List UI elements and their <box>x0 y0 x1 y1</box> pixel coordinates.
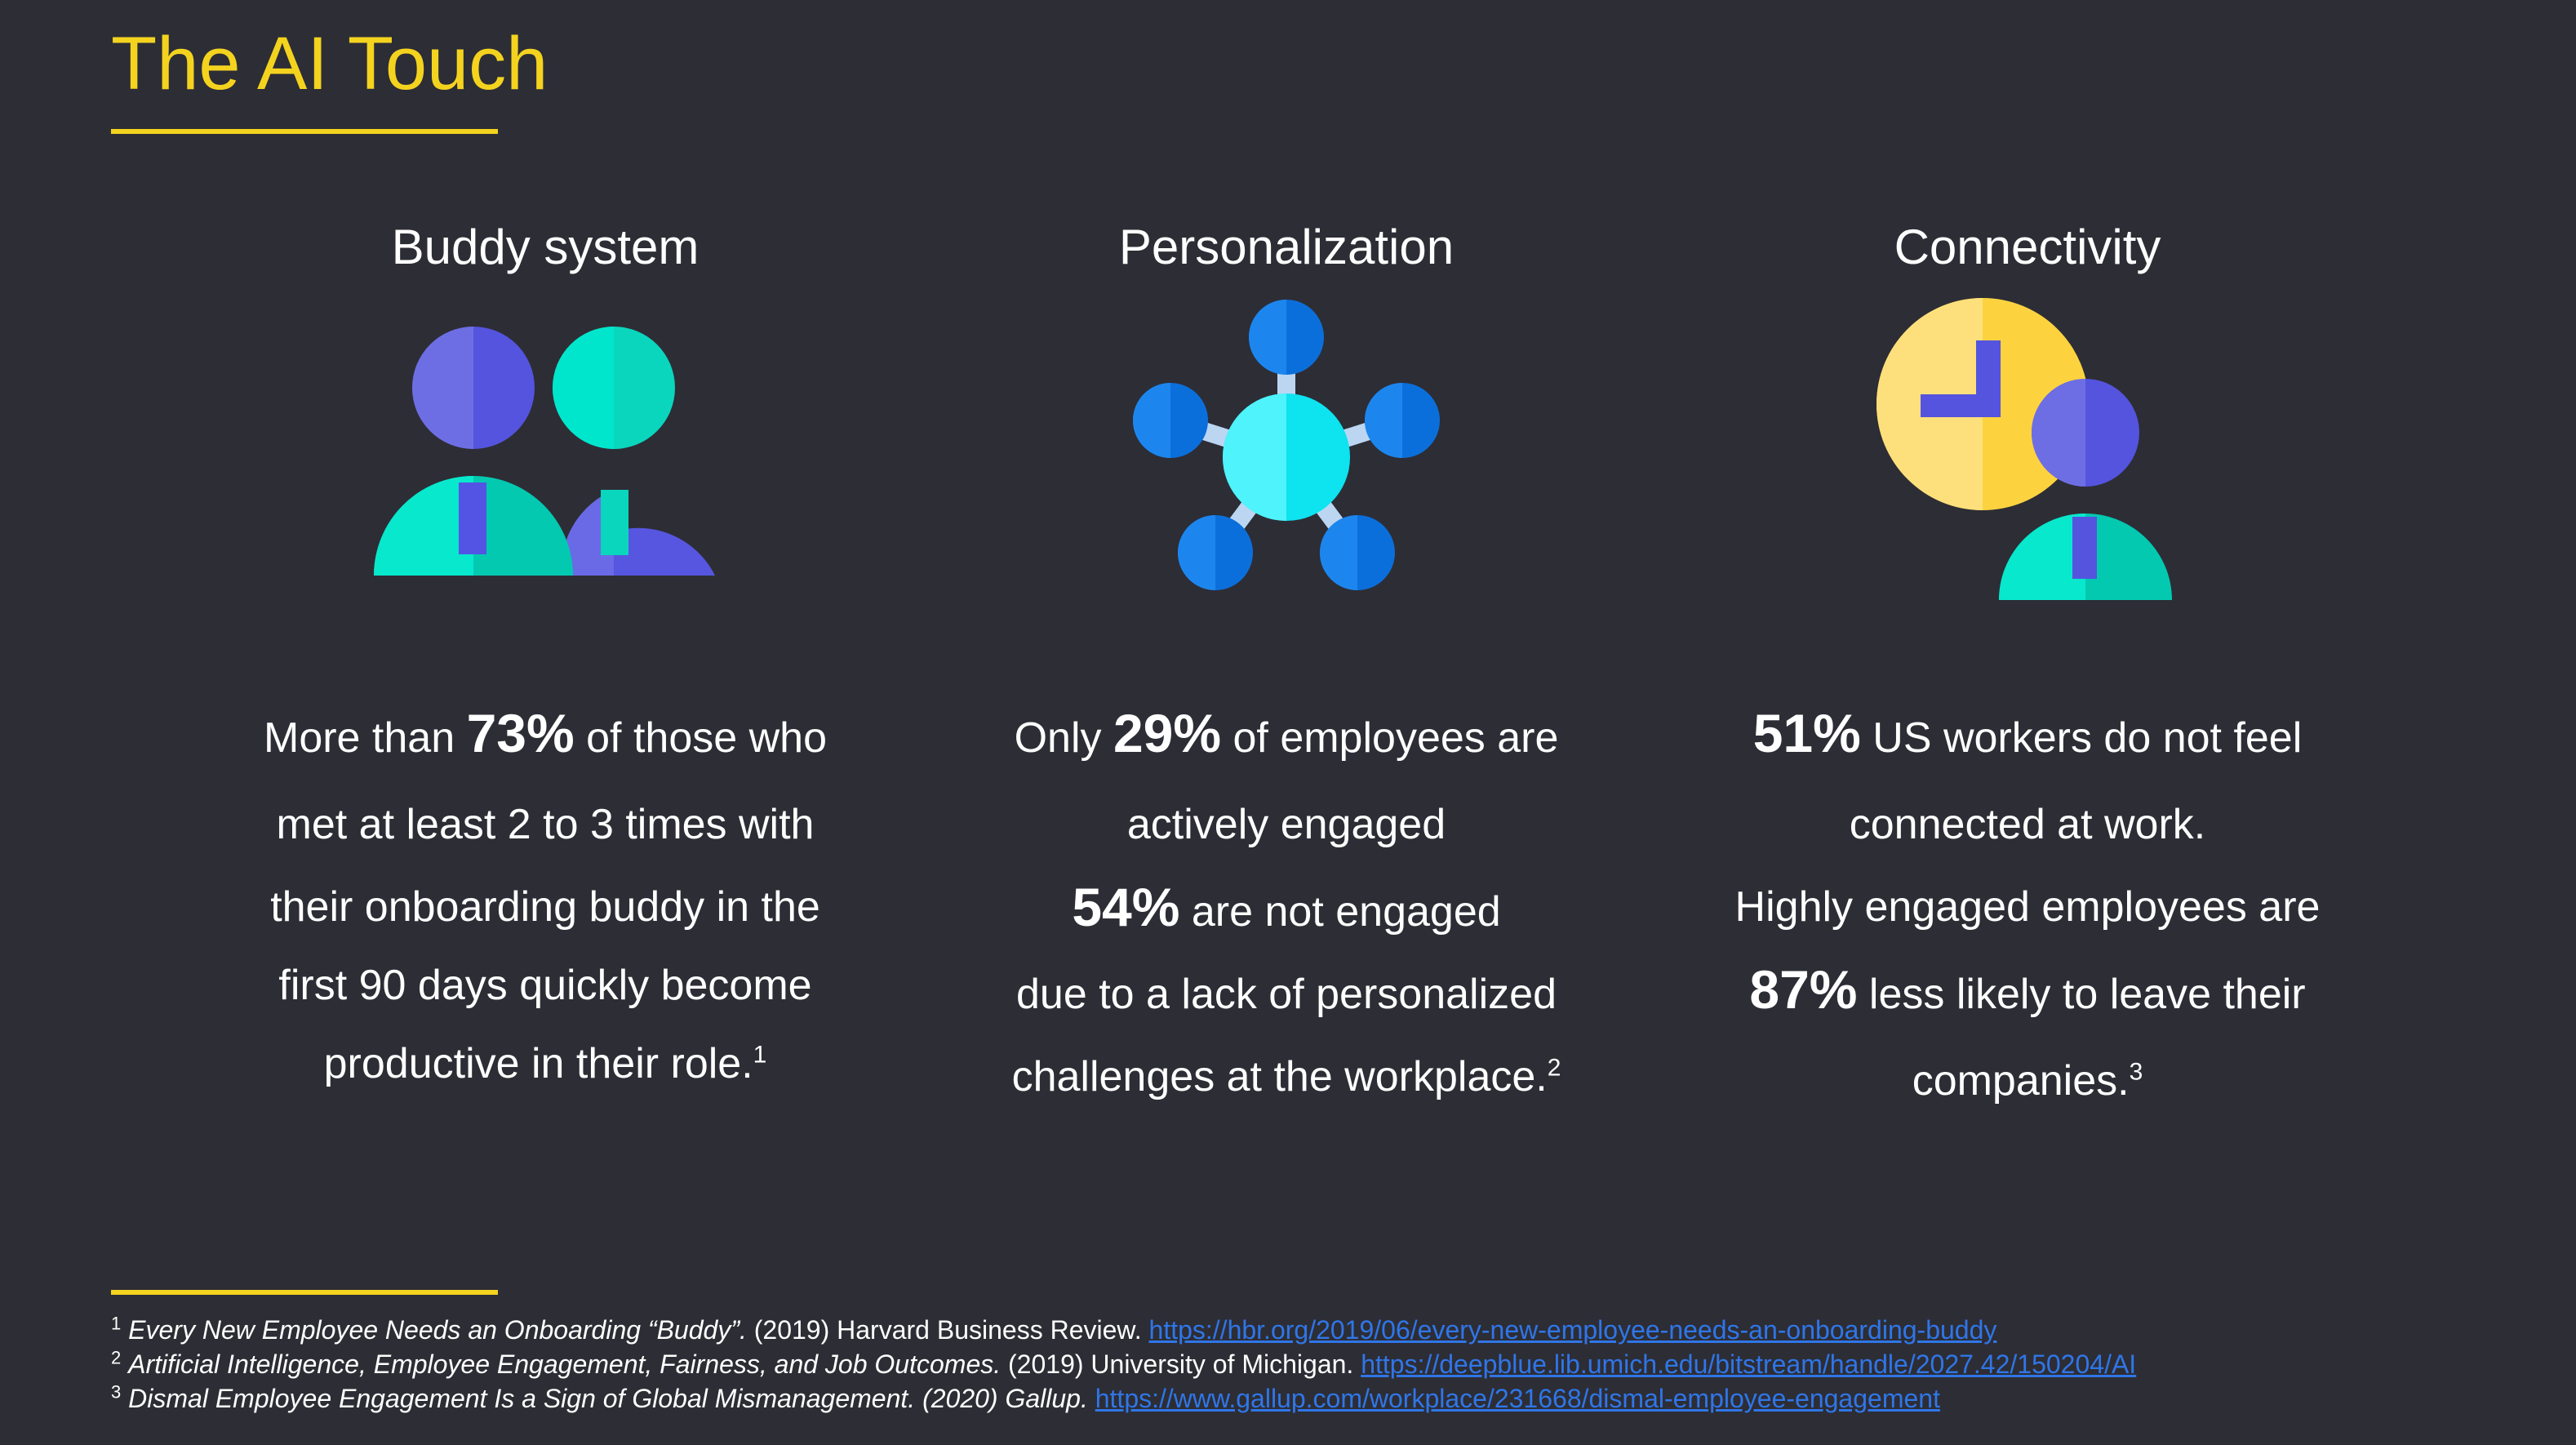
footnote-item: 3 Dismal Employee Engagement Is a Sign o… <box>111 1381 2136 1416</box>
column-stats-text: More than 73% of those who met at least … <box>186 690 904 1103</box>
footnote-marker: 2 <box>1547 1054 1561 1082</box>
footnote-marker: 3 <box>2129 1058 2143 1086</box>
buddy-people-icon <box>186 286 904 612</box>
text-line: met at least 2 to 3 times with <box>276 801 815 848</box>
footnote-link[interactable]: https://hbr.org/2019/06/every-new-employ… <box>1148 1315 1997 1345</box>
text-line: productive in their role.1 <box>186 1025 904 1103</box>
text-line: connected at work. <box>1849 801 2206 848</box>
footnote-number: 2 <box>111 1347 122 1368</box>
footnote-source: (2019) University of Michigan. <box>1001 1349 1361 1379</box>
network-nodes-icon <box>927 286 1646 612</box>
text-line: Only 29% of employees are <box>927 690 1646 781</box>
text-fragment: of those who <box>574 714 827 762</box>
text-line: companies.3 <box>1668 1038 2387 1124</box>
text-line: first 90 days quickly become <box>278 962 812 1009</box>
column-buddy-system: Buddy system More than 73% of those who … <box>186 208 904 1103</box>
footnote-title: Dismal Employee Engagement Is a Sign of … <box>128 1384 1088 1413</box>
slide-title: The AI Touch <box>111 22 549 105</box>
footnote-source <box>1088 1384 1095 1413</box>
text-fragment: companies. <box>1912 1057 2130 1105</box>
text-line: 87% less likely to leave their <box>1668 946 2387 1038</box>
clock-person-icon <box>1668 286 2387 612</box>
text-fragment: US workers do not feel <box>1860 714 2303 762</box>
footnote-link[interactable]: https://www.gallup.com/workplace/231668/… <box>1095 1384 1940 1413</box>
footnote-link[interactable]: https://deepblue.lib.umich.edu/bitstream… <box>1361 1349 2137 1379</box>
text-line: 51% US workers do not feel <box>1668 690 2387 781</box>
text-line: their onboarding buddy in the <box>270 883 820 931</box>
stat-highlight: 73% <box>466 703 575 763</box>
text-line: Highly engaged employees are <box>1734 883 2321 931</box>
title-underline <box>111 129 498 134</box>
text-line: challenges at the workplace.2 <box>927 1038 1646 1116</box>
text-line: due to a lack of personalized <box>1016 971 1557 1018</box>
column-heading: Buddy system <box>391 220 700 274</box>
text-fragment: Only <box>1014 714 1113 762</box>
footnote-title: Every New Employee Needs an Onboarding “… <box>128 1315 747 1345</box>
footnote-item: 1 Every New Employee Needs an Onboarding… <box>111 1313 2136 1347</box>
column-personalization: Personalization <box>927 208 1646 1116</box>
stat-highlight: 54% <box>1072 877 1180 937</box>
footnote-item: 2 Artificial Intelligence, Employee Enga… <box>111 1347 2136 1381</box>
stat-highlight: 29% <box>1113 703 1222 763</box>
text-fragment: are not engaged <box>1179 888 1501 936</box>
text-fragment: productive in their role. <box>323 1040 753 1087</box>
text-fragment: of employees are <box>1221 714 1559 762</box>
footnote-title: Artificial Intelligence, Employee Engage… <box>128 1349 1002 1379</box>
column-heading: Personalization <box>1118 220 1455 274</box>
stat-highlight: 87% <box>1749 959 1858 1020</box>
text-line: actively engaged <box>1126 801 1446 848</box>
column-heading: Connectivity <box>1894 220 2161 274</box>
footnote-marker: 1 <box>753 1041 767 1069</box>
footnotes: 1 Every New Employee Needs an Onboarding… <box>111 1313 2136 1416</box>
footnote-divider <box>111 1290 498 1295</box>
stat-highlight: 51% <box>1752 703 1861 763</box>
column-stats-text: 51% US workers do not feel connected at … <box>1668 690 2387 1124</box>
text-line: More than 73% of those who <box>186 690 904 781</box>
footnote-number: 3 <box>111 1381 122 1403</box>
column-connectivity: Connectivity 51% US workers do not feel … <box>1668 208 2387 1124</box>
text-fragment: less likely to leave their <box>1857 971 2306 1018</box>
footnote-number: 1 <box>111 1313 122 1334</box>
text-fragment: challenges at the workplace. <box>1011 1053 1548 1100</box>
footnote-source: (2019) Harvard Business Review. <box>746 1315 1149 1345</box>
text-line: 54% are not engaged <box>927 868 1646 951</box>
text-fragment: More than <box>264 714 467 762</box>
column-stats-text: Only 29% of employees are actively engag… <box>927 690 1646 1116</box>
